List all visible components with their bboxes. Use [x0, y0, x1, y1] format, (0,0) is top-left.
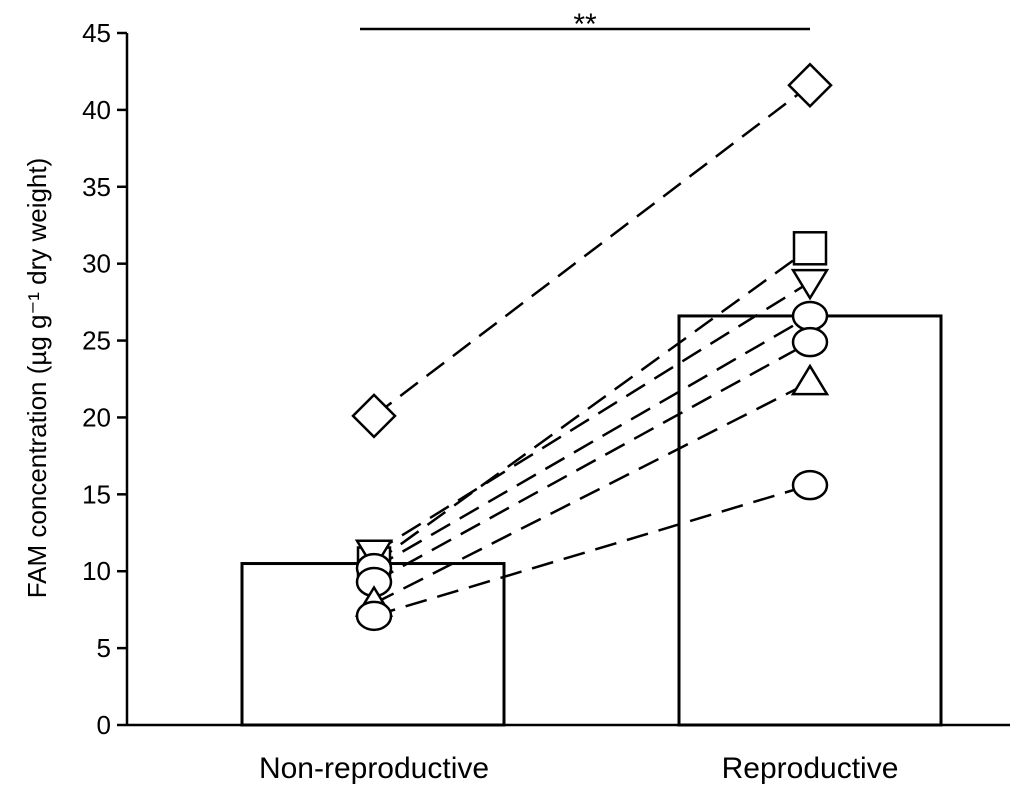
significance-label: ** — [573, 8, 597, 41]
diamond-marker — [351, 393, 397, 439]
x-categories-layer: Non-reproductive Reproductive — [259, 752, 898, 785]
y-axis-label: FAM concentration (µg g⁻¹ dry weight) — [22, 158, 52, 599]
triangle-down-marker — [790, 268, 830, 301]
axes-layer — [125, 33, 1010, 727]
pair-line — [373, 483, 811, 618]
pair-line — [373, 314, 811, 570]
y-tick-label: 5 — [97, 633, 111, 663]
circle-marker — [791, 469, 829, 501]
x-category-label: Reproductive — [722, 752, 899, 785]
square-marker — [792, 231, 828, 266]
y-tick-label: 10 — [82, 556, 111, 586]
pair-line — [373, 84, 811, 417]
y-tick-label: 20 — [82, 402, 111, 432]
circle-marker — [355, 600, 393, 632]
triangle-up-marker — [790, 363, 830, 396]
pair-line — [373, 380, 811, 605]
x-category-label: Non-reproductive — [259, 752, 489, 785]
y-tick-label: 25 — [82, 326, 111, 356]
pair-line — [373, 247, 811, 565]
y-tick-label: 35 — [82, 172, 111, 202]
pair-line — [373, 281, 811, 554]
significance-layer: ** — [360, 8, 810, 41]
y-tick-label: 40 — [82, 95, 111, 125]
bars-layer — [240, 314, 943, 727]
circle-marker — [791, 326, 829, 358]
y-tick-label: 30 — [82, 249, 111, 279]
markers-layer — [351, 62, 833, 632]
pair-line — [373, 340, 811, 584]
circle-marker — [791, 300, 829, 332]
diamond-marker — [787, 62, 833, 109]
pair-lines-layer — [373, 84, 811, 618]
y-tick-label: 0 — [97, 710, 111, 740]
y-tick-label: 45 — [82, 18, 111, 48]
y-ticks-layer: 0 5 10 15 20 25 30 35 40 45 — [82, 18, 127, 740]
y-tick-label: 15 — [82, 479, 111, 509]
